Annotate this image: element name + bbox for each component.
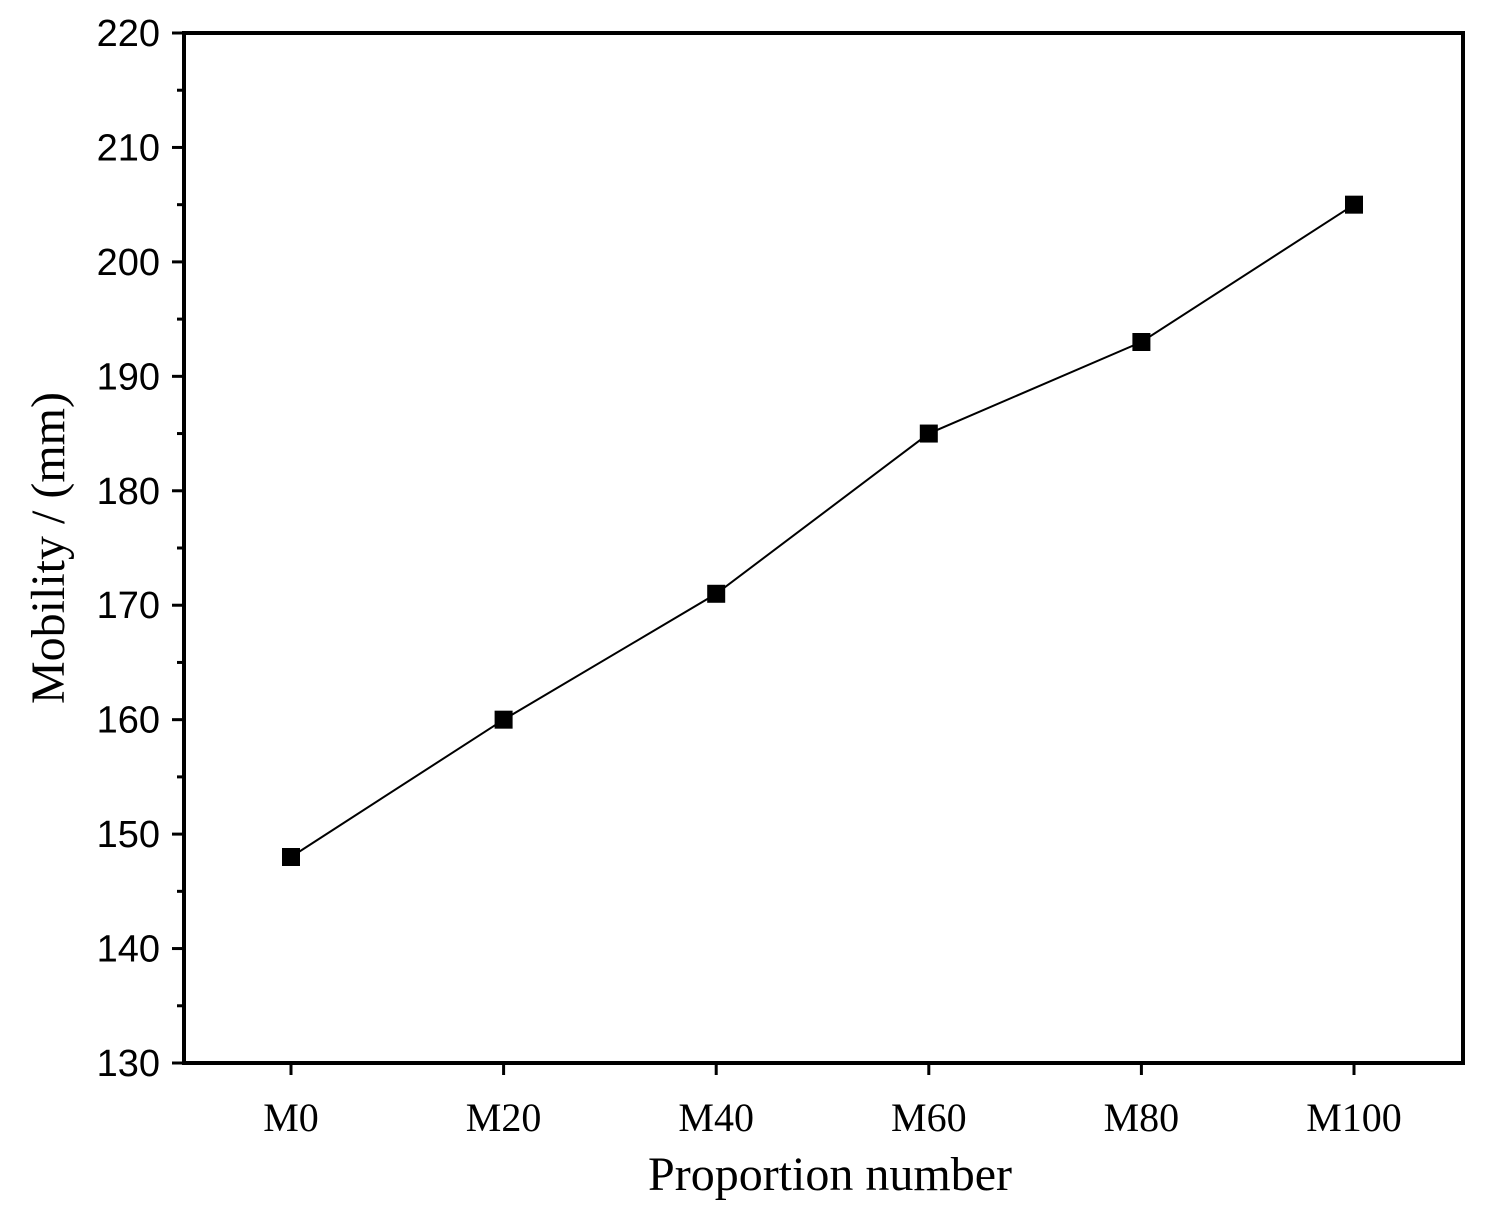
- y-tick-label: 210: [97, 127, 160, 169]
- x-tick-label: M60: [891, 1095, 967, 1140]
- y-tick-label: 220: [97, 13, 160, 55]
- y-tick-label: 140: [97, 929, 160, 971]
- y-tick-label: 200: [97, 242, 160, 284]
- x-tick-label: M80: [1104, 1095, 1180, 1140]
- series-layer: [282, 195, 1363, 866]
- data-point-marker: [1345, 195, 1363, 214]
- series-line: [290, 203, 1355, 858]
- y-tick-label: 180: [97, 471, 160, 513]
- x-axis-ticks: M0 M20 M40 M60 M80 M100: [263, 1063, 1402, 1140]
- data-point-marker: [707, 584, 726, 603]
- y-axis-title: Mobility / (mm): [22, 392, 75, 704]
- data-point-marker: [494, 710, 513, 729]
- y-tick-label: 170: [97, 585, 160, 627]
- plot-frame: [182, 31, 1465, 1065]
- data-point-marker: [1132, 333, 1151, 351]
- y-axis-ticks: 130 140 150 160 170 180 190 200 210 220: [97, 13, 184, 1085]
- y-tick-label: 160: [97, 700, 160, 742]
- data-point-marker: [282, 848, 300, 866]
- y-tick-label: 190: [97, 356, 160, 398]
- x-tick-label: M20: [466, 1095, 542, 1140]
- x-tick-label: M0: [263, 1095, 319, 1140]
- x-axis-title: Proportion number: [648, 1148, 1012, 1201]
- y-tick-label: 130: [97, 1043, 160, 1085]
- y-tick-label: 150: [97, 814, 160, 856]
- x-tick-label: M100: [1306, 1095, 1402, 1140]
- x-tick-label: M40: [678, 1095, 754, 1140]
- data-point-marker: [919, 424, 938, 443]
